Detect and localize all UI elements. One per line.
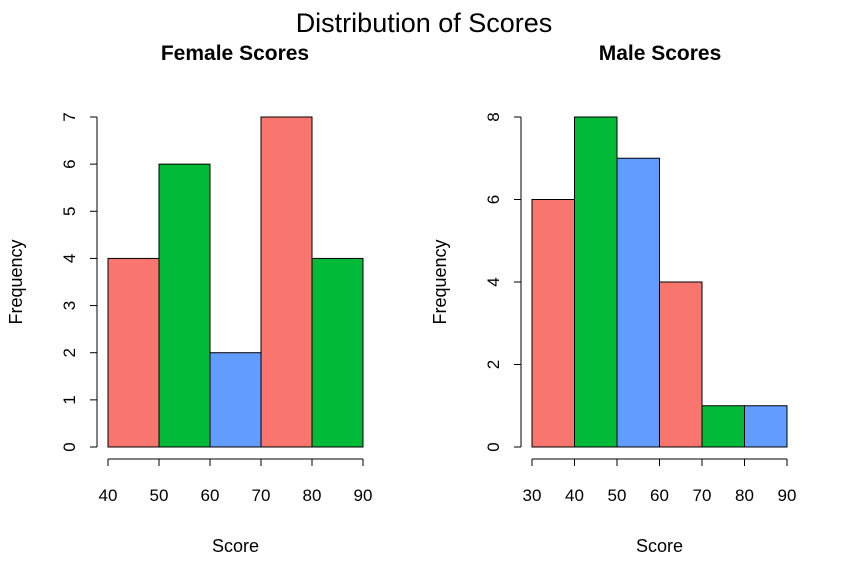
x-tick-label: 60 xyxy=(650,486,669,505)
histogram-bar xyxy=(744,405,788,448)
y-tick-label: 0 xyxy=(60,442,79,451)
x-tick-label: 70 xyxy=(252,486,271,505)
y-tick-label: 3 xyxy=(60,301,79,310)
y-tick-label: 2 xyxy=(484,360,503,369)
histogram-bar xyxy=(209,352,262,448)
x-axis-label: Score xyxy=(212,536,259,556)
x-tick-label: 50 xyxy=(608,486,627,505)
y-tick-label: 5 xyxy=(60,207,79,216)
y-tick-label: 2 xyxy=(60,348,79,357)
histogram-bar xyxy=(616,157,660,448)
panel-title: Male Scores xyxy=(599,42,722,65)
histogram-bar xyxy=(531,199,575,448)
y-tick-label: 1 xyxy=(60,395,79,404)
y-axis-label: Frequency xyxy=(6,239,26,324)
x-axis: 40 50 60 70 80 90 xyxy=(99,458,373,505)
female-scores-panel: Female Scores 0 1 2 3 4 5 6 7 40 50 60 70 80 90 Score Fr… xyxy=(6,42,372,556)
y-axis-label: Frequency xyxy=(430,239,450,324)
y-tick-label: 0 xyxy=(484,442,503,451)
y-tick-label: 4 xyxy=(60,254,79,263)
male-scores-panel: Male Scores 0 2 4 6 8 30 40 50 60 70 80 90 Score Frequ… xyxy=(430,42,796,556)
x-tick-label: 30 xyxy=(523,486,542,505)
y-tick-label: 6 xyxy=(484,195,503,204)
histogram-bar xyxy=(107,257,160,448)
y-axis: 0 1 2 3 4 5 6 7 xyxy=(60,112,98,452)
histogram-bar xyxy=(260,116,313,448)
y-tick-label: 6 xyxy=(60,159,79,168)
x-tick-label: 80 xyxy=(303,486,322,505)
y-tick-label: 7 xyxy=(60,112,79,121)
x-axis: 30 40 50 60 70 80 90 xyxy=(523,458,797,505)
x-axis-label: Score xyxy=(636,536,683,556)
y-tick-label: 8 xyxy=(484,112,503,121)
y-tick-label: 4 xyxy=(484,277,503,286)
super-title: Distribution of Scores xyxy=(296,8,553,38)
histogram-bar xyxy=(311,257,364,448)
histogram-bar xyxy=(701,405,745,448)
x-tick-label: 70 xyxy=(693,486,712,505)
x-tick-label: 90 xyxy=(354,486,373,505)
x-tick-label: 90 xyxy=(778,486,797,505)
y-axis: 0 2 4 6 8 xyxy=(484,112,522,452)
panel-title: Female Scores xyxy=(161,42,309,65)
x-tick-label: 50 xyxy=(150,486,169,505)
x-tick-label: 40 xyxy=(565,486,584,505)
histogram-bar xyxy=(659,281,703,448)
x-tick-label: 40 xyxy=(99,486,118,505)
histogram-bar xyxy=(574,116,618,448)
x-tick-label: 80 xyxy=(735,486,754,505)
x-tick-label: 60 xyxy=(201,486,220,505)
histogram-bar xyxy=(158,163,211,448)
